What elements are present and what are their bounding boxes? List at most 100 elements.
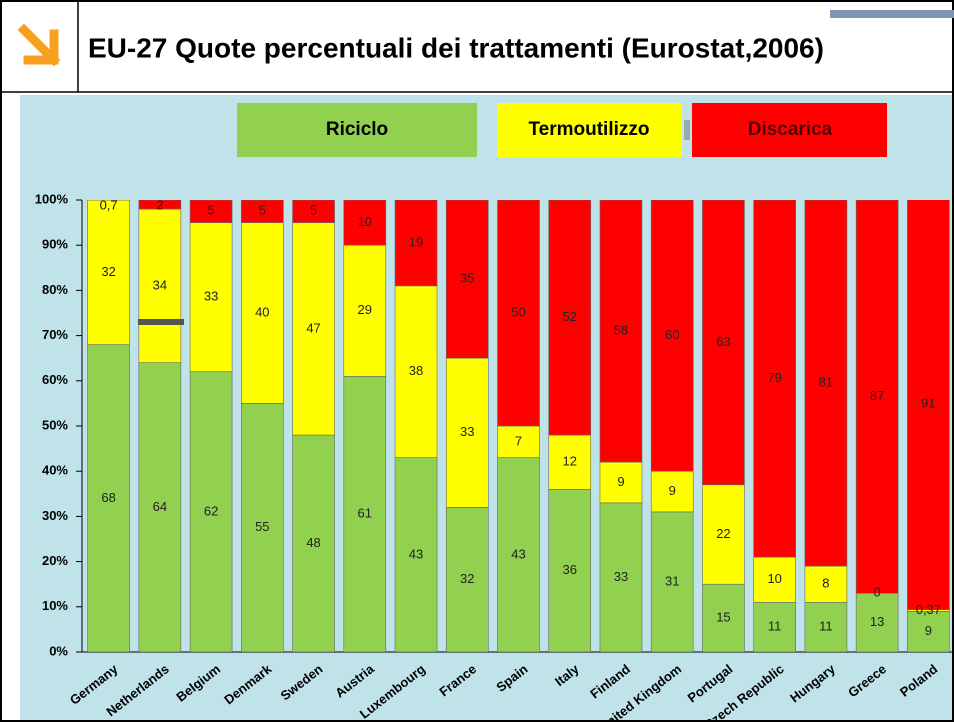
data-label: 15	[716, 610, 730, 625]
data-label: 12	[563, 454, 577, 469]
bar-segment	[138, 362, 182, 652]
bar-segment	[804, 565, 848, 603]
data-label: 33	[460, 424, 474, 439]
y-tick-label: 80%	[42, 282, 68, 297]
data-label: 19	[409, 234, 423, 249]
data-label: 9	[617, 474, 624, 489]
bar-segment	[394, 457, 438, 652]
y-tick-label: 30%	[42, 508, 68, 523]
bar-segment	[394, 285, 438, 458]
data-label: 33	[614, 569, 628, 584]
legend-swatch	[237, 103, 477, 157]
data-label: 81	[819, 374, 833, 389]
data-label: 47	[306, 320, 320, 335]
y-tick-label: 10%	[42, 598, 68, 613]
marker	[138, 319, 184, 325]
bar-segment	[87, 200, 130, 345]
data-label: 2	[156, 197, 163, 212]
data-label: 91	[921, 395, 935, 410]
bar-segment	[138, 200, 182, 210]
chart-title: EU-27 Quote percentuali dei trattamenti …	[88, 32, 824, 63]
bar-segment	[138, 208, 182, 364]
bar-segment	[702, 583, 745, 652]
data-label: 32	[460, 571, 474, 586]
data-label: 0,37	[916, 602, 941, 617]
data-label: 10	[358, 214, 372, 229]
bar-segment	[189, 200, 233, 223]
data-label: 43	[511, 546, 525, 561]
legend-label: Termoutilizzo	[528, 119, 649, 140]
data-label: 0,7	[100, 197, 118, 212]
bar-segment	[753, 556, 796, 603]
bar-segment	[343, 244, 387, 377]
legend-label: Riciclo	[326, 119, 388, 140]
data-label: 58	[614, 323, 628, 338]
decor-strip	[830, 10, 954, 18]
data-label: 32	[101, 264, 115, 279]
bar-segment	[753, 601, 796, 652]
y-tick-label: 20%	[42, 553, 68, 568]
bar-segment	[292, 222, 335, 436]
bar-segment	[497, 200, 540, 427]
legend-swatch	[692, 103, 887, 157]
bar-segment	[804, 601, 848, 652]
data-label: 50	[511, 304, 525, 319]
bar-segment	[292, 200, 335, 223]
bar-segment	[548, 434, 592, 490]
legend-label: Discarica	[748, 119, 833, 140]
bar-segment	[855, 592, 899, 652]
data-label: 33	[204, 289, 218, 304]
bar-segment	[753, 200, 796, 558]
data-label: 61	[358, 506, 372, 521]
logo-arrow	[17, 23, 61, 67]
y-tick-label: 40%	[42, 463, 68, 478]
bar-segment	[804, 200, 848, 567]
y-tick-label: 60%	[42, 372, 68, 387]
data-label: 10	[767, 571, 781, 586]
bar-segment	[241, 403, 284, 652]
data-label: 64	[153, 499, 167, 514]
data-label: 9	[925, 623, 932, 638]
legend-swatch	[497, 103, 682, 157]
bar-segment	[394, 200, 438, 287]
data-label: 35	[460, 271, 474, 286]
bar-segment	[599, 461, 643, 504]
data-label: 48	[306, 535, 320, 550]
bars	[87, 200, 950, 652]
y-tick-label: 100%	[35, 191, 69, 206]
data-label: 29	[358, 302, 372, 317]
data-label: 31	[665, 573, 679, 588]
data-label: 79	[767, 370, 781, 385]
data-label: 9	[669, 483, 676, 498]
data-label: 40	[255, 304, 269, 319]
bar-segment	[189, 371, 233, 652]
bar-segment	[650, 200, 694, 472]
bar-segment	[292, 434, 335, 652]
y-tick-label: 0%	[49, 643, 68, 658]
bar-segment	[241, 200, 284, 223]
data-label: 55	[255, 519, 269, 534]
data-label: 5	[310, 203, 317, 218]
bar-segment	[650, 511, 694, 652]
data-label: 7	[515, 433, 522, 448]
bar-segment	[497, 457, 540, 652]
bar-segment	[241, 222, 284, 404]
data-label: 22	[716, 526, 730, 541]
data-label: 13	[870, 614, 884, 629]
bar-segment	[855, 200, 899, 594]
data-label: 8	[822, 576, 829, 591]
bar-segment	[497, 425, 540, 458]
bar-segment	[702, 484, 745, 585]
data-label: 11	[819, 619, 833, 634]
data-labels: 68320,7643426233555405484756129104338193…	[100, 197, 941, 638]
bar-segment	[445, 357, 489, 508]
bar-segment	[445, 507, 489, 652]
data-label: 34	[153, 277, 167, 292]
bar-segment	[343, 200, 387, 246]
bar-segment	[702, 200, 745, 486]
bar-segment	[907, 611, 950, 652]
y-tick-label: 70%	[42, 327, 68, 342]
bar-segment	[548, 488, 592, 652]
